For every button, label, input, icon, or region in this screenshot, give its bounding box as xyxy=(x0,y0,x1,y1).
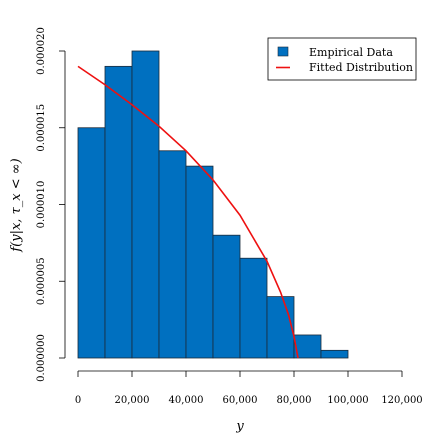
histogram-bar xyxy=(104,65,133,359)
histogram-bar xyxy=(266,296,295,359)
x-tick-label: 100,000 xyxy=(327,395,368,406)
x-tick-label: 0 xyxy=(75,395,81,406)
histogram-bar xyxy=(239,257,268,359)
x-tick-label: 60,000 xyxy=(223,395,258,406)
y-tick-label: 0.000015 xyxy=(36,104,47,152)
histogram-bar xyxy=(212,234,241,359)
histogram-bar xyxy=(293,334,322,359)
x-tick-label: 40,000 xyxy=(169,395,204,406)
legend-label-fitted: Fitted Distribution xyxy=(309,61,413,74)
histogram-bar xyxy=(185,165,214,359)
x-axis-title: y xyxy=(235,419,244,434)
x-tick-label: 120,000 xyxy=(381,395,422,406)
legend-swatch-empirical xyxy=(277,46,289,57)
legend-frame xyxy=(267,37,417,81)
fitted-curve xyxy=(77,65,299,359)
histogram-bar xyxy=(158,150,187,359)
histogram-bar xyxy=(320,349,349,359)
legend: Empirical Data Fitted Distribution xyxy=(267,37,417,81)
y-tick-label: 0.000020 xyxy=(36,27,47,75)
x-tick-label: 80,000 xyxy=(277,395,312,406)
y-axis: 0.000000 0.000005 0.000010 0.000015 0.000020 xyxy=(36,27,66,382)
y-tick-label: 0.000010 xyxy=(36,181,47,229)
x-tick-label: 20,000 xyxy=(115,395,150,406)
histogram-bar xyxy=(77,127,106,359)
bars-group xyxy=(77,50,349,359)
y-tick-label: 0.000005 xyxy=(36,257,47,305)
x-axis: 0 20,000 40,000 60,000 80,000 100,000 120,000 xyxy=(75,370,423,406)
y-tick-label: 0.000000 xyxy=(36,334,47,382)
y-axis-title: f(y|x, τ_x < ∞) xyxy=(9,158,24,252)
histogram-bar xyxy=(131,50,160,359)
legend-label-empirical: Empirical Data xyxy=(309,46,393,59)
